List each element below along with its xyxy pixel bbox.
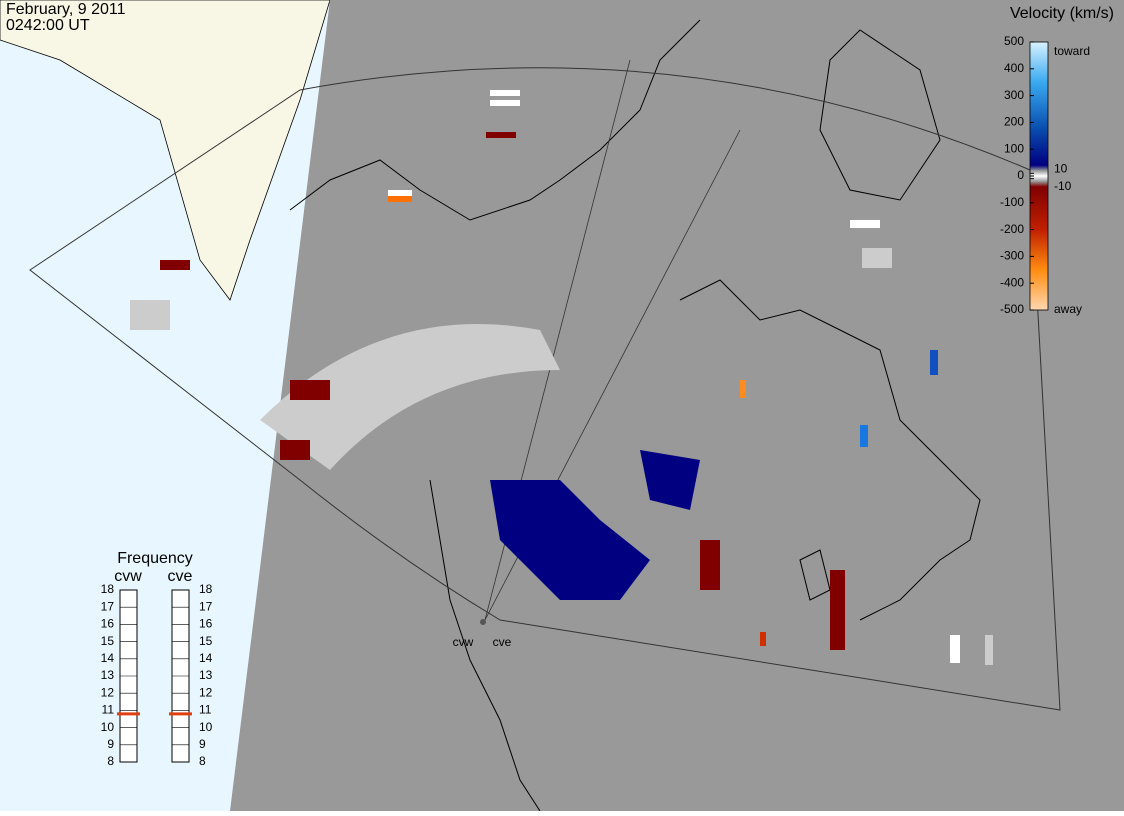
station-label: cve bbox=[493, 635, 512, 649]
frequency-tick-label: 10 bbox=[199, 720, 213, 734]
frequency-tick-label: 11 bbox=[102, 703, 115, 717]
frequency-tick-label: 12 bbox=[199, 685, 213, 699]
frequency-tick-label: 17 bbox=[199, 599, 213, 613]
night-region bbox=[230, 0, 1124, 811]
toward-label: toward bbox=[1054, 44, 1090, 58]
frequency-tick-label: 9 bbox=[107, 737, 114, 751]
frequency-tick-label: 16 bbox=[101, 617, 115, 631]
frequency-tick-label: 9 bbox=[199, 737, 206, 751]
time: 0242:00 UT bbox=[6, 17, 90, 34]
station-label: cvw bbox=[453, 635, 474, 649]
frequency-tick-label: 12 bbox=[101, 685, 115, 699]
date: February, 9 2011 bbox=[6, 1, 126, 18]
velocity-tick-label: 300 bbox=[1004, 88, 1024, 102]
frequency-tick-label: 13 bbox=[199, 668, 213, 682]
velocity-tick-label: 0 bbox=[1017, 168, 1024, 182]
velocity-tick-label: 10 bbox=[1054, 161, 1068, 175]
velocity-tick-label: -100 bbox=[1000, 195, 1024, 209]
frequency-tick-label: 11 bbox=[199, 703, 212, 717]
scatter-echoes bbox=[130, 90, 993, 665]
velocity-tick-label: -10 bbox=[1054, 179, 1072, 193]
frequency-tick-label: 14 bbox=[199, 651, 213, 665]
frequency-tick-label: 15 bbox=[101, 634, 115, 648]
velocity-tick-label: 100 bbox=[1004, 141, 1024, 155]
velocity-title: Velocity (km/s) bbox=[1010, 5, 1114, 22]
frequency-title: Frequency bbox=[117, 550, 193, 567]
velocity-tick-label: -500 bbox=[1000, 302, 1024, 316]
velocity-tick-label: 400 bbox=[1004, 61, 1024, 75]
frequency-tick-label: 18 bbox=[101, 582, 115, 596]
frequency-tick-label: 8 bbox=[107, 754, 114, 768]
radar-site bbox=[480, 619, 486, 625]
velocity-tick-label: -200 bbox=[1000, 222, 1024, 236]
radar-name: cve bbox=[168, 568, 193, 585]
radar-fan bbox=[29, 67, 1061, 711]
away-label: away bbox=[1054, 302, 1082, 316]
radar-name: cvw bbox=[114, 568, 142, 585]
frequency-tick-label: 15 bbox=[199, 634, 213, 648]
frequency-tick-label: 17 bbox=[101, 599, 115, 613]
velocity-tick-label: 200 bbox=[1004, 115, 1024, 129]
velocity-tick-label: -300 bbox=[1000, 249, 1024, 263]
frequency-tick-label: 14 bbox=[101, 651, 115, 665]
frequency-tick-label: 10 bbox=[101, 720, 115, 734]
frequency-tick-label: 13 bbox=[101, 668, 115, 682]
land-outside bbox=[0, 0, 331, 301]
velocity-tick-label: -400 bbox=[1000, 275, 1024, 289]
frequency-tick-label: 18 bbox=[199, 582, 213, 596]
frequency-tick-label: 8 bbox=[199, 754, 206, 768]
velocity-tick-label: 500 bbox=[1004, 34, 1024, 48]
frequency-tick-label: 16 bbox=[199, 617, 213, 631]
